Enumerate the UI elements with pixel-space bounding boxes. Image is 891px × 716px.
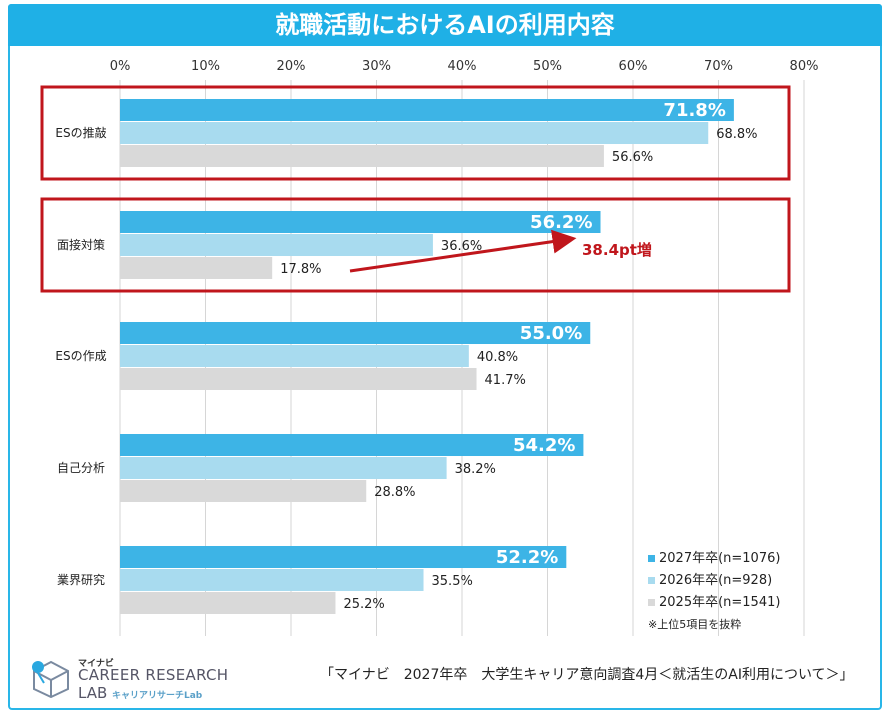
bar xyxy=(120,457,447,479)
data-label: 55.0% xyxy=(520,323,582,344)
data-label: 36.6% xyxy=(441,239,482,254)
annotation-arrow xyxy=(349,229,577,273)
data-label: 56.6% xyxy=(612,150,653,165)
bar xyxy=(120,546,567,568)
bar xyxy=(120,368,477,390)
x-tick-label: 40% xyxy=(448,59,477,74)
data-label: 68.8% xyxy=(716,127,757,142)
bar xyxy=(120,257,273,279)
bar xyxy=(120,592,336,614)
legend-item-2026: 2026年卒(n=928) xyxy=(648,570,780,592)
logo-cube-icon xyxy=(32,660,69,698)
x-tick-label: 60% xyxy=(619,59,648,74)
highlight-box xyxy=(40,85,791,181)
data-label: 41.7% xyxy=(485,373,526,388)
bar xyxy=(120,234,433,256)
legend-label: 2025年卒(n=1541) xyxy=(659,595,781,610)
category-label: 自己分析 xyxy=(57,461,105,475)
x-tick-label: 0% xyxy=(110,59,131,74)
x-tick-label: 10% xyxy=(191,59,220,74)
bar xyxy=(120,569,424,591)
x-tick-label: 70% xyxy=(704,59,733,74)
data-label: 17.8% xyxy=(280,262,321,277)
category-label: 業界研究 xyxy=(57,572,105,587)
annotation-label: 38.4pt増 xyxy=(582,241,652,259)
legend: 2027年卒(n=1076) 2026年卒(n=928) 2025年卒(n=15… xyxy=(648,548,780,632)
category-label: ESの推敲 xyxy=(55,125,106,140)
highlight-box xyxy=(40,197,791,293)
page-title: 就職活動におけるAIの利用内容 xyxy=(8,4,882,46)
bar xyxy=(120,145,604,167)
data-label: 35.5% xyxy=(432,574,473,589)
logo-line1: CAREER RESEARCH xyxy=(78,666,229,684)
bar xyxy=(120,322,591,344)
x-tick-label: 20% xyxy=(277,59,306,74)
legend-label: 2027年卒(n=1076) xyxy=(659,551,781,566)
logo-sub: キャリアリサーチLab xyxy=(112,691,203,701)
data-label: 25.2% xyxy=(343,597,384,612)
legend-item-2027: 2027年卒(n=1076) xyxy=(648,548,780,570)
legend-swatch xyxy=(648,577,655,584)
data-label: 40.8% xyxy=(477,350,518,365)
x-tick-label: 50% xyxy=(533,59,562,74)
bar xyxy=(120,99,734,121)
legend-note: ※上位5項目を抜粋 xyxy=(648,618,742,631)
logo-brand: マイナビ xyxy=(78,659,114,669)
data-label: 56.2% xyxy=(530,212,592,233)
logo: マイナビ CAREER RESEARCH LAB キャリアリサーチLab xyxy=(30,656,230,704)
category-label: 面接対策 xyxy=(57,237,105,252)
x-tick-label: 30% xyxy=(362,59,391,74)
category-label: ESの作成 xyxy=(55,349,106,363)
legend-swatch xyxy=(648,555,655,562)
bar xyxy=(120,434,584,456)
data-label: 71.8% xyxy=(663,100,725,121)
logo-line2: LAB xyxy=(78,684,108,702)
data-label: 54.2% xyxy=(513,435,575,456)
bar xyxy=(120,122,709,144)
source-note: 「マイナビ 2027年卒 大学生キャリア意向調査4月＜就活生のAI利用について＞… xyxy=(320,667,854,683)
x-tick-label: 80% xyxy=(790,59,819,74)
data-label: 28.8% xyxy=(374,485,415,500)
bar xyxy=(120,345,469,367)
bar xyxy=(120,211,601,233)
data-label: 52.2% xyxy=(496,547,558,568)
legend-swatch xyxy=(648,599,655,606)
data-label: 38.2% xyxy=(455,462,496,477)
bar xyxy=(120,480,367,502)
legend-item-2025: 2025年卒(n=1541) xyxy=(648,592,780,614)
legend-label: 2026年卒(n=928) xyxy=(659,573,773,588)
